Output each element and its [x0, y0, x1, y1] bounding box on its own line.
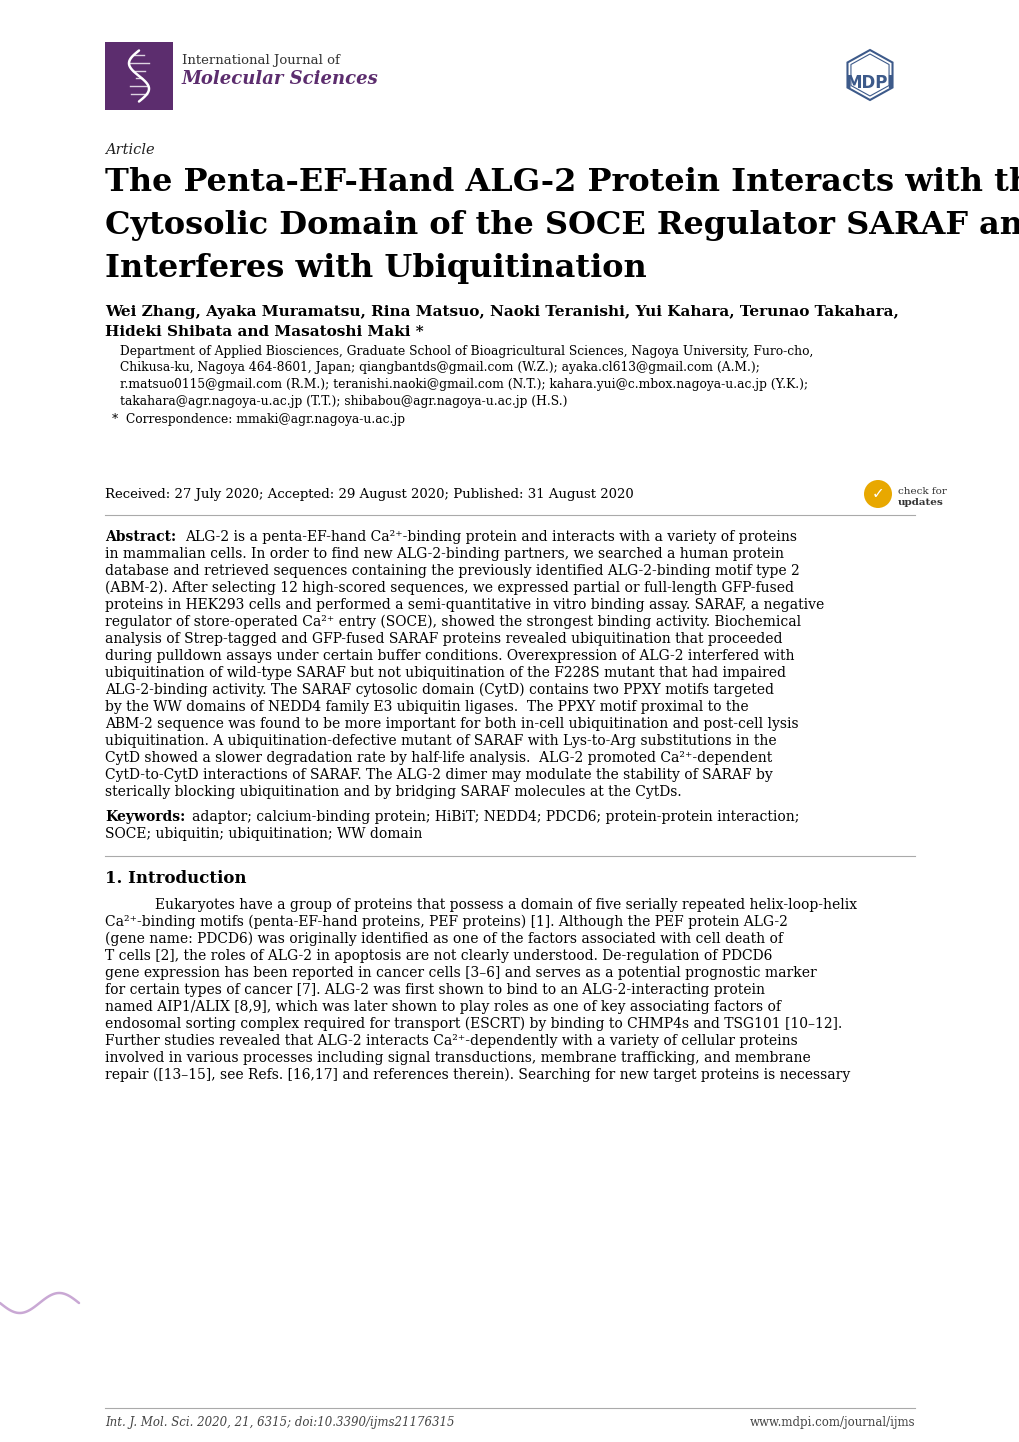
Text: Eukaryotes have a group of proteins that possess a domain of five serially repea: Eukaryotes have a group of proteins that… [155, 898, 856, 911]
Text: Ca²⁺-binding motifs (penta-EF-hand proteins, PEF proteins) [1]. Although the PEF: Ca²⁺-binding motifs (penta-EF-hand prote… [105, 916, 787, 930]
Text: check for: check for [897, 487, 946, 496]
Text: database and retrieved sequences containing the previously identified ALG-2-bind: database and retrieved sequences contain… [105, 564, 799, 578]
Circle shape [863, 480, 892, 508]
Text: CytD-to-CytD interactions of SARAF. The ALG-2 dimer may modulate the stability o: CytD-to-CytD interactions of SARAF. The … [105, 769, 772, 782]
Text: in mammalian cells. In order to find new ALG-2-binding partners, we searched a h: in mammalian cells. In order to find new… [105, 547, 784, 561]
Text: 1. Introduction: 1. Introduction [105, 870, 247, 887]
Text: Hideki Shibata and Masatoshi Maki *: Hideki Shibata and Masatoshi Maki * [105, 324, 423, 339]
Text: ALG-2 is a penta-EF-hand Ca²⁺-binding protein and interacts with a variety of pr: ALG-2 is a penta-EF-hand Ca²⁺-binding pr… [184, 531, 796, 544]
Text: ubiquitination of wild-type SARAF but not ubiquitination of the F228S mutant tha: ubiquitination of wild-type SARAF but no… [105, 666, 786, 681]
Text: ubiquitination. A ubiquitination-defective mutant of SARAF with Lys-to-Arg subst: ubiquitination. A ubiquitination-defecti… [105, 734, 775, 748]
Text: by the WW domains of NEDD4 family E3 ubiquitin ligases.  The PPXY motif proximal: by the WW domains of NEDD4 family E3 ubi… [105, 699, 748, 714]
Text: T cells [2], the roles of ALG-2 in apoptosis are not clearly understood. De-regu: T cells [2], the roles of ALG-2 in apopt… [105, 949, 771, 963]
Text: updates: updates [897, 497, 943, 508]
Text: gene expression has been reported in cancer cells [3–6] and serves as a potentia: gene expression has been reported in can… [105, 966, 816, 981]
Text: ABM-2 sequence was found to be more important for both in-cell ubiquitination an: ABM-2 sequence was found to be more impo… [105, 717, 798, 731]
Text: MDPI: MDPI [845, 74, 894, 92]
Text: Chikusa-ku, Nagoya 464-8601, Japan; qiangbantds@gmail.com (W.Z.); ayaka.cl613@gm: Chikusa-ku, Nagoya 464-8601, Japan; qian… [120, 362, 759, 375]
Text: Abstract:: Abstract: [105, 531, 176, 544]
Text: Received: 27 July 2020; Accepted: 29 August 2020; Published: 31 August 2020: Received: 27 July 2020; Accepted: 29 Aug… [105, 487, 633, 500]
Text: during pulldown assays under certain buffer conditions. Overexpression of ALG-2 : during pulldown assays under certain buf… [105, 649, 794, 663]
Text: takahara@agr.nagoya-u.ac.jp (T.T.); shibabou@agr.nagoya-u.ac.jp (H.S.): takahara@agr.nagoya-u.ac.jp (T.T.); shib… [120, 395, 567, 408]
Bar [105, 42, 173, 110]
Text: repair ([13–15], see Refs. [16,17] and references therein). Searching for new ta: repair ([13–15], see Refs. [16,17] and r… [105, 1069, 850, 1083]
Text: Molecular Sciences: Molecular Sciences [181, 71, 378, 88]
Text: Int. J. Mol. Sci. 2020, 21, 6315; doi:10.3390/ijms21176315: Int. J. Mol. Sci. 2020, 21, 6315; doi:10… [105, 1416, 454, 1429]
Text: sterically blocking ubiquitination and by bridging SARAF molecules at the CytDs.: sterically blocking ubiquitination and b… [105, 784, 681, 799]
Text: adaptor; calcium-binding protein; HiBiT; NEDD4; PDCD6; protein-protein interacti: adaptor; calcium-binding protein; HiBiT;… [192, 810, 799, 823]
Text: Interferes with Ubiquitination: Interferes with Ubiquitination [105, 252, 646, 284]
Text: International Journal of: International Journal of [181, 53, 339, 66]
Text: r.matsuo0115@gmail.com (R.M.); teranishi.naoki@gmail.com (N.T.); kahara.yui@c.mb: r.matsuo0115@gmail.com (R.M.); teranishi… [120, 378, 807, 391]
Text: www.mdpi.com/journal/ijms: www.mdpi.com/journal/ijms [749, 1416, 914, 1429]
Text: CytD showed a slower degradation rate by half-life analysis.  ALG-2 promoted Ca²: CytD showed a slower degradation rate by… [105, 751, 771, 766]
Text: analysis of Strep-tagged and GFP-fused SARAF proteins revealed ubiquitination th: analysis of Strep-tagged and GFP-fused S… [105, 632, 782, 646]
Text: ALG-2-binding activity. The SARAF cytosolic domain (CytD) contains two PPXY moti: ALG-2-binding activity. The SARAF cytoso… [105, 684, 773, 698]
Text: (gene name: PDCD6) was originally identified as one of the factors associated wi: (gene name: PDCD6) was originally identi… [105, 932, 783, 946]
Text: SOCE; ubiquitin; ubiquitination; WW domain: SOCE; ubiquitin; ubiquitination; WW doma… [105, 828, 422, 841]
Text: The Penta-EF-Hand ALG-2 Protein Interacts with the: The Penta-EF-Hand ALG-2 Protein Interact… [105, 167, 1019, 198]
Text: endosomal sorting complex required for transport (ESCRT) by binding to CHMP4s an: endosomal sorting complex required for t… [105, 1017, 842, 1031]
Text: regulator of store-operated Ca²⁺ entry (SOCE), showed the strongest binding acti: regulator of store-operated Ca²⁺ entry (… [105, 614, 800, 629]
Text: Cytosolic Domain of the SOCE Regulator SARAF and: Cytosolic Domain of the SOCE Regulator S… [105, 211, 1019, 241]
Text: proteins in HEK293 cells and performed a semi-quantitative in vitro binding assa: proteins in HEK293 cells and performed a… [105, 598, 823, 611]
Text: involved in various processes including signal transductions, membrane trafficki: involved in various processes including … [105, 1051, 810, 1066]
Text: *  Correspondence: mmaki@agr.nagoya-u.ac.jp: * Correspondence: mmaki@agr.nagoya-u.ac.… [112, 412, 405, 425]
Text: Keywords:: Keywords: [105, 810, 185, 823]
Text: Further studies revealed that ALG-2 interacts Ca²⁺-dependently with a variety of: Further studies revealed that ALG-2 inte… [105, 1034, 797, 1048]
Text: named AIP1/ALIX [8,9], which was later shown to play roles as one of key associa: named AIP1/ALIX [8,9], which was later s… [105, 999, 781, 1014]
Text: for certain types of cancer [7]. ALG-2 was first shown to bind to an ALG-2-inter: for certain types of cancer [7]. ALG-2 w… [105, 983, 764, 996]
Text: Department of Applied Biosciences, Graduate School of Bioagricultural Sciences, : Department of Applied Biosciences, Gradu… [120, 345, 812, 358]
Text: Wei Zhang, Ayaka Muramatsu, Rina Matsuo, Naoki Teranishi, Yui Kahara, Terunao Ta: Wei Zhang, Ayaka Muramatsu, Rina Matsuo,… [105, 306, 898, 319]
Text: ✓: ✓ [871, 486, 883, 502]
Text: (ABM-2). After selecting 12 high-scored sequences, we expressed partial or full-: (ABM-2). After selecting 12 high-scored … [105, 581, 793, 596]
Text: Article: Article [105, 143, 155, 157]
